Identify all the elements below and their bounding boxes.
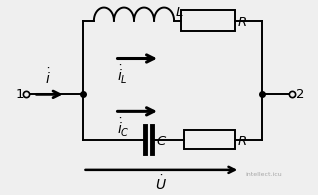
- Text: intellect.icu: intellect.icu: [246, 172, 283, 177]
- Text: R: R: [237, 16, 246, 29]
- Text: $\dot{i}$: $\dot{i}$: [45, 67, 51, 87]
- Text: C: C: [156, 135, 165, 148]
- Text: $\dot{U}$: $\dot{U}$: [156, 175, 167, 193]
- Text: L: L: [176, 6, 183, 19]
- Text: 2: 2: [296, 88, 304, 101]
- Text: 1: 1: [16, 88, 24, 101]
- Text: $\dot{i}_C$: $\dot{i}_C$: [116, 117, 129, 139]
- Text: R: R: [237, 135, 246, 148]
- Text: $\dot{i}_L$: $\dot{i}_L$: [116, 64, 128, 86]
- Bar: [181, 10, 235, 31]
- Bar: [183, 130, 235, 149]
